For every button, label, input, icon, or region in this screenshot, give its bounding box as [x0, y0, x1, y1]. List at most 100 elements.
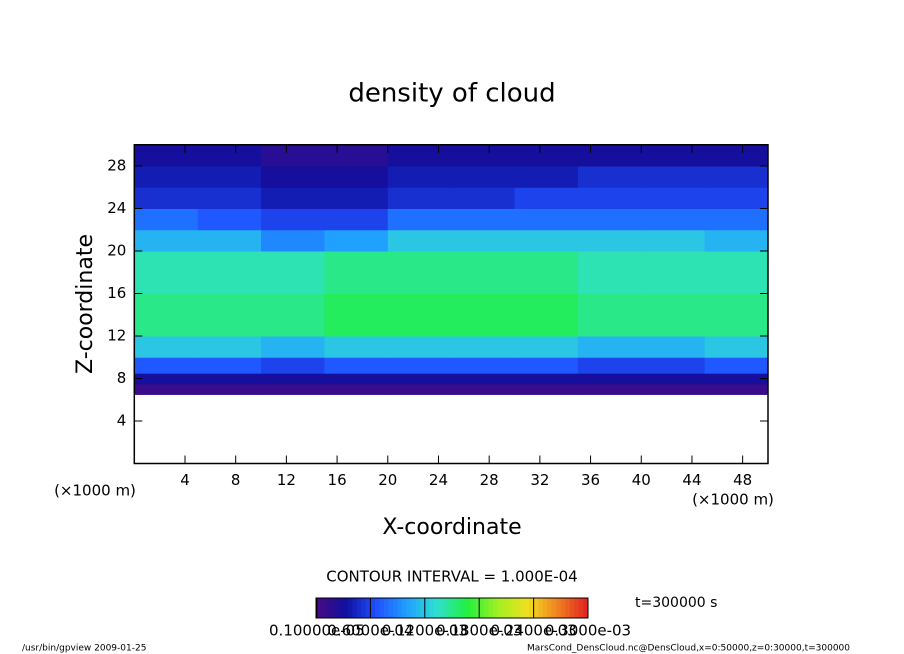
- heatmap-cell: [261, 208, 325, 231]
- heatmap-cell: [641, 383, 706, 395]
- colorbar-swatch: [402, 598, 408, 618]
- colorbar-swatch: [465, 598, 471, 618]
- colorbar-swatch: [365, 598, 371, 618]
- y-unit: (×1000 m): [54, 482, 136, 500]
- heatmap-cell: [451, 166, 516, 188]
- heatmap-cell: [451, 144, 516, 167]
- heatmap-cell: [577, 373, 642, 385]
- colorbar-swatch: [352, 598, 358, 618]
- heatmap-cell: [577, 357, 642, 374]
- colorbar-tick-label: 0.3000e-03: [545, 622, 631, 640]
- heatmap-cell: [514, 357, 579, 374]
- heatmap-cell: [451, 357, 516, 374]
- heatmap-cell: [134, 383, 199, 395]
- heatmap-cell: [134, 187, 199, 209]
- heatmap-cell: [641, 357, 706, 374]
- colorbar-swatch: [474, 598, 480, 618]
- heatmap-cell: [641, 208, 706, 231]
- heatmap-cell: [387, 383, 452, 395]
- heatmap-cell: [451, 208, 516, 231]
- colorbar-swatch: [560, 598, 566, 618]
- heatmap-cell: [387, 357, 452, 374]
- heatmap-cell: [324, 357, 389, 374]
- heatmap-cell: [197, 166, 262, 188]
- colorbar-swatch: [433, 598, 439, 618]
- colorbar-swatch: [501, 598, 507, 618]
- colorbar-swatch: [538, 598, 544, 618]
- heatmap-cell: [134, 144, 199, 167]
- heatmap-cell: [641, 166, 706, 188]
- heatmap-cell: [197, 383, 262, 395]
- heatmap-cell: [134, 293, 199, 337]
- heatmap-cell: [324, 383, 389, 395]
- x-tick-label: 12: [277, 471, 296, 489]
- colorbar-swatch: [320, 598, 326, 618]
- heatmap-cell: [514, 208, 579, 231]
- colorbar-swatch: [479, 598, 485, 618]
- heatmap-cell: [324, 229, 389, 252]
- heatmap-cell: [387, 166, 452, 188]
- heatmap-cell: [134, 336, 199, 358]
- x-tick-label: 24: [429, 471, 448, 489]
- heatmap-cell: [514, 251, 579, 294]
- colorbar-swatch: [420, 598, 426, 618]
- heatmap-cell: [261, 251, 325, 294]
- colorbar-swatch: [329, 598, 335, 618]
- colorbar-swatch: [461, 598, 467, 618]
- heatmap-cell: [577, 187, 642, 209]
- heatmap-cell: [134, 208, 199, 231]
- heatmap-cell: [261, 383, 325, 395]
- y-tick-label: 4: [117, 412, 127, 430]
- colorbar-swatch: [388, 598, 394, 618]
- colorbar-swatch: [384, 598, 390, 618]
- colorbar-swatch: [556, 598, 562, 618]
- heatmap-cell: [387, 373, 452, 385]
- heatmap-cell: [324, 208, 389, 231]
- heatmap-cell: [261, 293, 325, 337]
- heatmap-cell: [197, 336, 262, 358]
- colorbar-swatch: [470, 598, 476, 618]
- x-tick-label: 32: [530, 471, 549, 489]
- colorbar-swatch: [520, 598, 526, 618]
- colorbar-swatch: [542, 598, 548, 618]
- heatmap-cell: [704, 229, 769, 252]
- heatmap-cell: [451, 229, 516, 252]
- x-tick-label: 44: [682, 471, 701, 489]
- colorbar-tick-label: 0.1200e-03: [382, 622, 468, 640]
- colorbar-swatch: [569, 598, 575, 618]
- heatmap-cell: [324, 166, 389, 188]
- heatmap-cell: [197, 251, 262, 294]
- colorbar-swatch: [424, 598, 430, 618]
- heatmap-cell: [387, 229, 452, 252]
- x-tick-label: 28: [480, 471, 499, 489]
- heatmap-cell: [324, 373, 389, 385]
- heatmap-cell: [641, 336, 706, 358]
- heatmap-cell: [704, 357, 769, 374]
- y-tick-label: 8: [117, 369, 127, 387]
- heatmap-cell: [451, 187, 516, 209]
- heatmap-cell: [324, 336, 389, 358]
- colorbar-tick-label: 0.1800e-03: [436, 622, 522, 640]
- heatmap-cell: [197, 293, 262, 337]
- colorbar-swatch: [343, 598, 349, 618]
- colorbar-swatch: [356, 598, 362, 618]
- colorbar-swatch: [497, 598, 503, 618]
- x-tick-label: 8: [231, 471, 241, 489]
- x-tick-label: 4: [180, 471, 190, 489]
- x-axis-label: X-coordinate: [382, 515, 521, 540]
- x-unit: (×1000 m): [692, 491, 774, 509]
- colorbar-swatch: [361, 598, 367, 618]
- x-tick-label: 36: [581, 471, 600, 489]
- heatmap-cell: [451, 293, 516, 337]
- heatmap-cell: [641, 373, 706, 385]
- heatmap-cell: [577, 166, 642, 188]
- x-tick-label: 48: [733, 471, 752, 489]
- colorbar-swatch: [325, 598, 331, 618]
- colorbar-swatch: [442, 598, 448, 618]
- heatmap-cell: [387, 187, 452, 209]
- y-tick-label: 12: [107, 327, 126, 345]
- y-tick-label: 28: [107, 157, 126, 175]
- heatmap-cell: [641, 187, 706, 209]
